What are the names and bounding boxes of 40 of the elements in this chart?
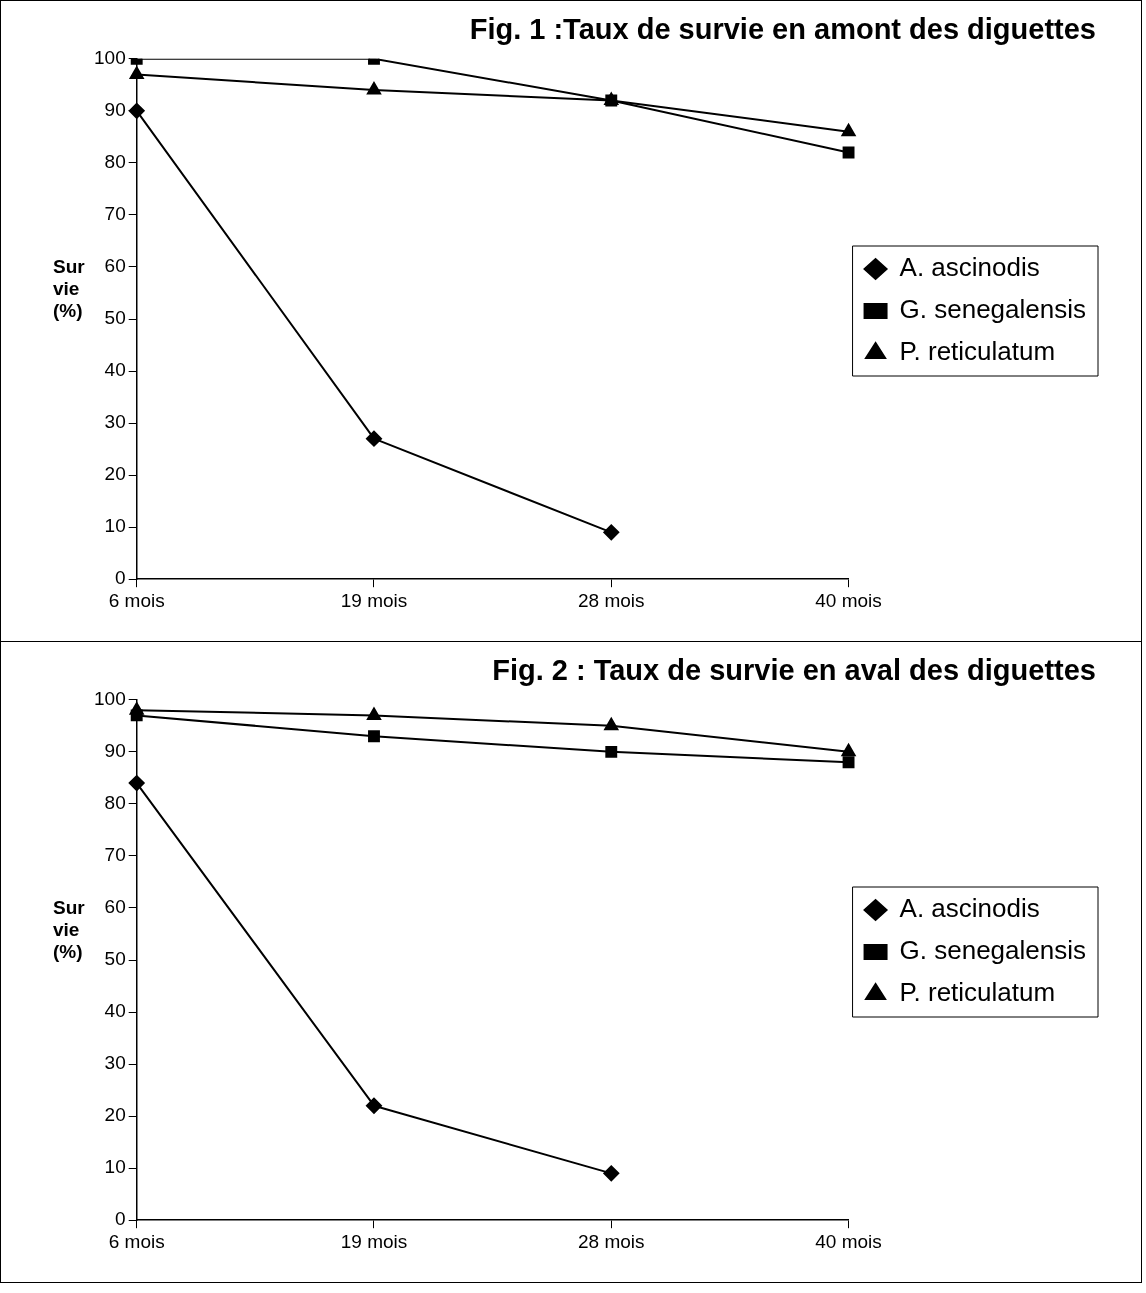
y-tick-label: 10 [104, 515, 126, 537]
y-tick-label: 90 [104, 740, 126, 762]
legend-label: A. ascinodis [899, 252, 1040, 283]
y-tick-label: 10 [104, 1156, 126, 1178]
y-tick-label: 70 [104, 203, 126, 225]
legend-label: P. reticulatum [899, 977, 1056, 1008]
y-tick-label: 40 [104, 359, 126, 381]
y-tick-label: 100 [94, 688, 126, 710]
y-tick-label: 20 [104, 1104, 126, 1126]
y-tick-label: 100 [94, 47, 126, 69]
y-tick-label: 0 [115, 1208, 126, 1230]
y-tick-label: 70 [104, 844, 126, 866]
y-tick-label: 30 [104, 1052, 126, 1074]
y-tick-label: 30 [104, 411, 126, 433]
y-tick-label: 80 [104, 792, 126, 814]
legend-label: A. ascinodis [899, 893, 1040, 924]
x-tick-label: 6 mois [108, 589, 165, 611]
x-tick-label: 6 mois [108, 1230, 165, 1252]
y-tick-label: 50 [104, 948, 126, 970]
x-tick-label: 19 mois [340, 589, 408, 611]
x-tick-label: 40 mois [815, 589, 882, 611]
y-tick-label: 80 [104, 151, 126, 173]
chart-title: Fig. 1 :Taux de survie en amont des diguettes [469, 13, 1096, 46]
y-axis-title: Sur vie (%) [53, 897, 85, 963]
legend-label: P. reticulatum [899, 336, 1056, 367]
y-tick-label: 60 [104, 255, 126, 277]
y-tick-label: 50 [104, 307, 126, 329]
y-tick-label: 90 [104, 99, 126, 121]
y-tick-label: 60 [104, 896, 126, 918]
chart-title: Fig. 2 : Taux de survie en aval des diguettes [492, 654, 1096, 687]
y-tick-label: 40 [104, 1000, 126, 1022]
y-tick-label: 0 [115, 567, 126, 589]
x-tick-label: 40 mois [815, 1230, 882, 1252]
legend-label: G. senegalensis [899, 935, 1087, 966]
x-tick-label: 28 mois [578, 589, 645, 611]
y-axis-title: Sur vie (%) [53, 256, 85, 322]
x-tick-label: 19 mois [340, 1230, 408, 1252]
x-tick-label: 28 mois [578, 1230, 645, 1252]
legend-label: G. senegalensis [899, 294, 1087, 325]
y-tick-label: 20 [104, 463, 126, 485]
